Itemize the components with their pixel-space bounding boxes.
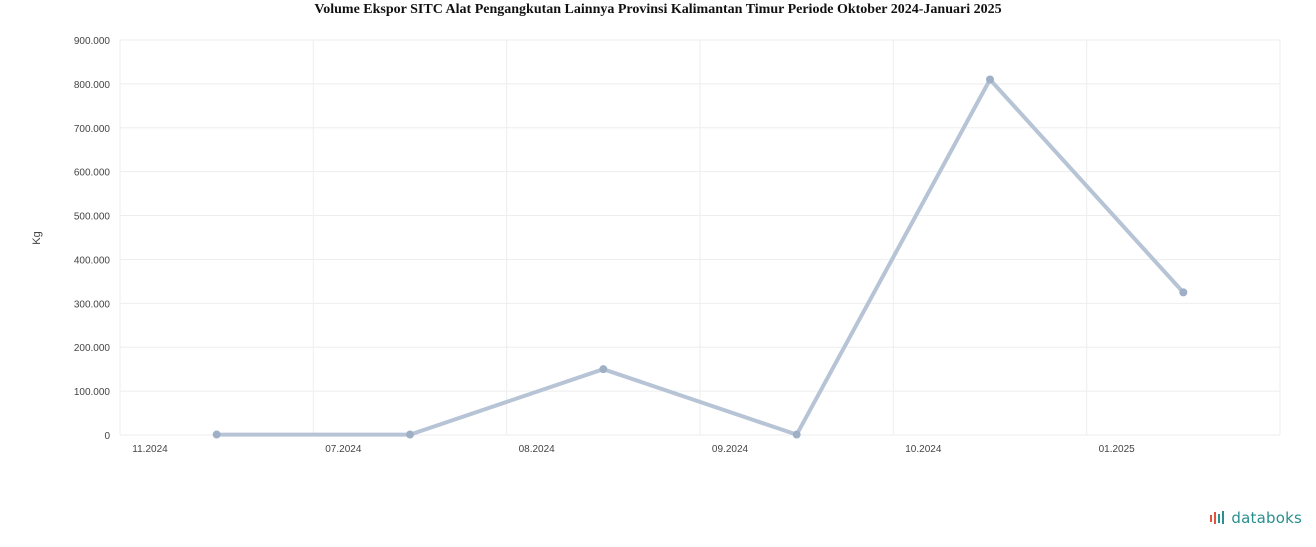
y-tick-label: 0 <box>104 431 110 442</box>
y-tick-label: 500.000 <box>74 212 111 223</box>
x-tick-label: 09.2024 <box>712 444 749 455</box>
databoks-logo[interactable]: databoks <box>1209 509 1302 527</box>
series-markers <box>212 75 1188 439</box>
x-tick-label: 11.2024 <box>132 444 168 455</box>
y-axis-ticks: 0 100.000 200.000 300.000 400.000 500.000 600.… <box>74 36 111 442</box>
y-tick-label: 700.000 <box>74 124 111 135</box>
y-tick-label: 800.000 <box>74 80 111 91</box>
data-point[interactable] <box>1179 288 1188 297</box>
x-tick-label: 08.2024 <box>519 444 556 455</box>
data-point[interactable] <box>986 75 994 84</box>
y-tick-label: 200.000 <box>74 343 111 354</box>
x-tick-label: 07.2024 <box>325 444 362 455</box>
data-point[interactable] <box>599 365 608 374</box>
grid-lines <box>119 39 1281 436</box>
series-line <box>214 77 1186 437</box>
databoks-logo-text: databoks <box>1231 509 1302 527</box>
y-axis-label: Kg <box>31 231 43 244</box>
y-tick-label: 400.000 <box>74 255 111 266</box>
data-point[interactable] <box>212 430 221 439</box>
data-point[interactable] <box>792 430 801 439</box>
data-point[interactable] <box>406 430 414 439</box>
y-tick-label: 300.000 <box>74 299 111 310</box>
y-tick-label: 600.000 <box>74 168 111 179</box>
y-tick-label: 100.000 <box>74 387 111 398</box>
y-tick-label: 900.000 <box>74 36 111 47</box>
x-tick-label: 10.2024 <box>905 444 942 455</box>
x-tick-label: 01.2025 <box>1099 444 1136 455</box>
databoks-logo-icon <box>1210 511 1225 524</box>
x-axis-ticks: 11.2024 07.2024 08.2024 09.2024 10.2024 01.20… <box>132 444 1135 455</box>
chart-title: Volume Ekspor SITC Alat Pengangkutan Lai… <box>314 2 1002 17</box>
